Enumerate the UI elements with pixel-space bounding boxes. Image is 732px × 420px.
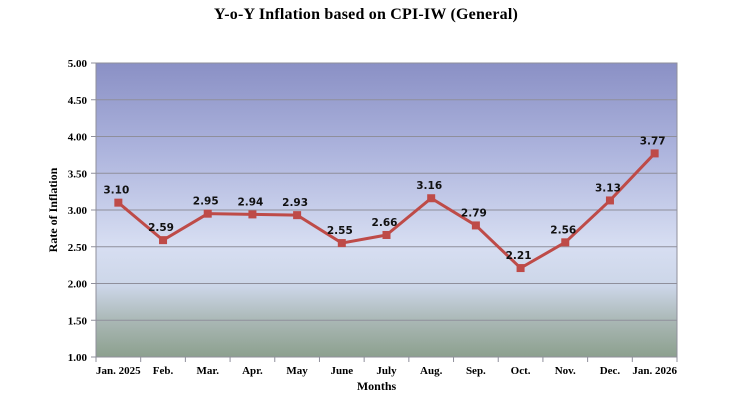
y-axis-tick-label: 3.50	[68, 168, 88, 180]
data-point-marker	[382, 230, 391, 239]
x-axis-tick-label: Jan. 2026	[632, 365, 677, 377]
y-axis-tick-label: 1.00	[68, 352, 88, 364]
x-axis-tick-label: Jan. 2025	[96, 365, 141, 377]
y-axis-tick-label: 3.00	[68, 205, 88, 217]
x-axis-title: Months	[357, 379, 397, 393]
x-axis-tick-label: Nov.	[555, 365, 576, 377]
data-point-label: 3.16	[416, 180, 442, 192]
x-axis-tick-label: Dec.	[600, 365, 621, 377]
data-point-label: 2.95	[193, 196, 219, 208]
data-point-label: 2.93	[282, 197, 308, 209]
x-axis-tick-label: Aug.	[420, 365, 443, 377]
data-point-marker	[159, 236, 168, 245]
x-axis-tick-label: Feb.	[153, 365, 174, 377]
data-point-marker	[293, 211, 302, 220]
y-axis-title: Rate of Inflation	[46, 167, 60, 252]
y-axis-tick-label: 1.50	[68, 315, 88, 327]
y-axis-tick-label: 2.50	[68, 242, 88, 254]
data-point-label: 2.55	[327, 225, 353, 237]
data-point-marker	[337, 239, 346, 248]
data-point-label: 2.94	[237, 196, 263, 208]
data-point-label: 3.77	[640, 135, 666, 147]
data-point-marker	[248, 210, 257, 219]
data-point-label: 3.13	[595, 182, 621, 194]
x-axis-tick-label: May	[286, 365, 308, 377]
data-point-label: 2.79	[461, 207, 487, 219]
data-point-marker	[516, 264, 525, 273]
y-axis-tick-label: 2.00	[68, 279, 88, 291]
y-axis-tick-label: 4.00	[68, 132, 88, 144]
plot-border	[95, 62, 678, 358]
data-point-marker	[561, 238, 570, 247]
x-axis-tick-label: Mar.	[196, 365, 219, 377]
data-point-label: 2.66	[372, 217, 398, 229]
data-point-marker	[427, 194, 436, 203]
x-axis-tick-label: Sep.	[466, 365, 486, 377]
data-point-label: 3.10	[103, 185, 129, 197]
x-axis-tick-label: July	[376, 365, 397, 377]
x-axis-tick-label: Apr.	[242, 365, 263, 377]
data-point-marker	[114, 198, 123, 207]
data-point-marker	[203, 209, 212, 218]
data-point-label: 2.56	[550, 224, 576, 236]
data-point-label: 2.59	[148, 222, 174, 234]
data-point-label: 2.21	[506, 250, 532, 262]
data-point-marker	[605, 196, 614, 205]
chart-title: Y-o-Y Inflation based on CPI-IW (General…	[213, 6, 519, 23]
data-point-marker	[650, 149, 659, 158]
x-axis-tick-label: Oct.	[511, 365, 531, 377]
y-axis-tick-label: 4.50	[68, 95, 88, 107]
y-axis-tick-label: 5.00	[68, 58, 88, 70]
x-axis-tick-label: June	[330, 365, 353, 377]
data-point-marker	[471, 221, 480, 230]
